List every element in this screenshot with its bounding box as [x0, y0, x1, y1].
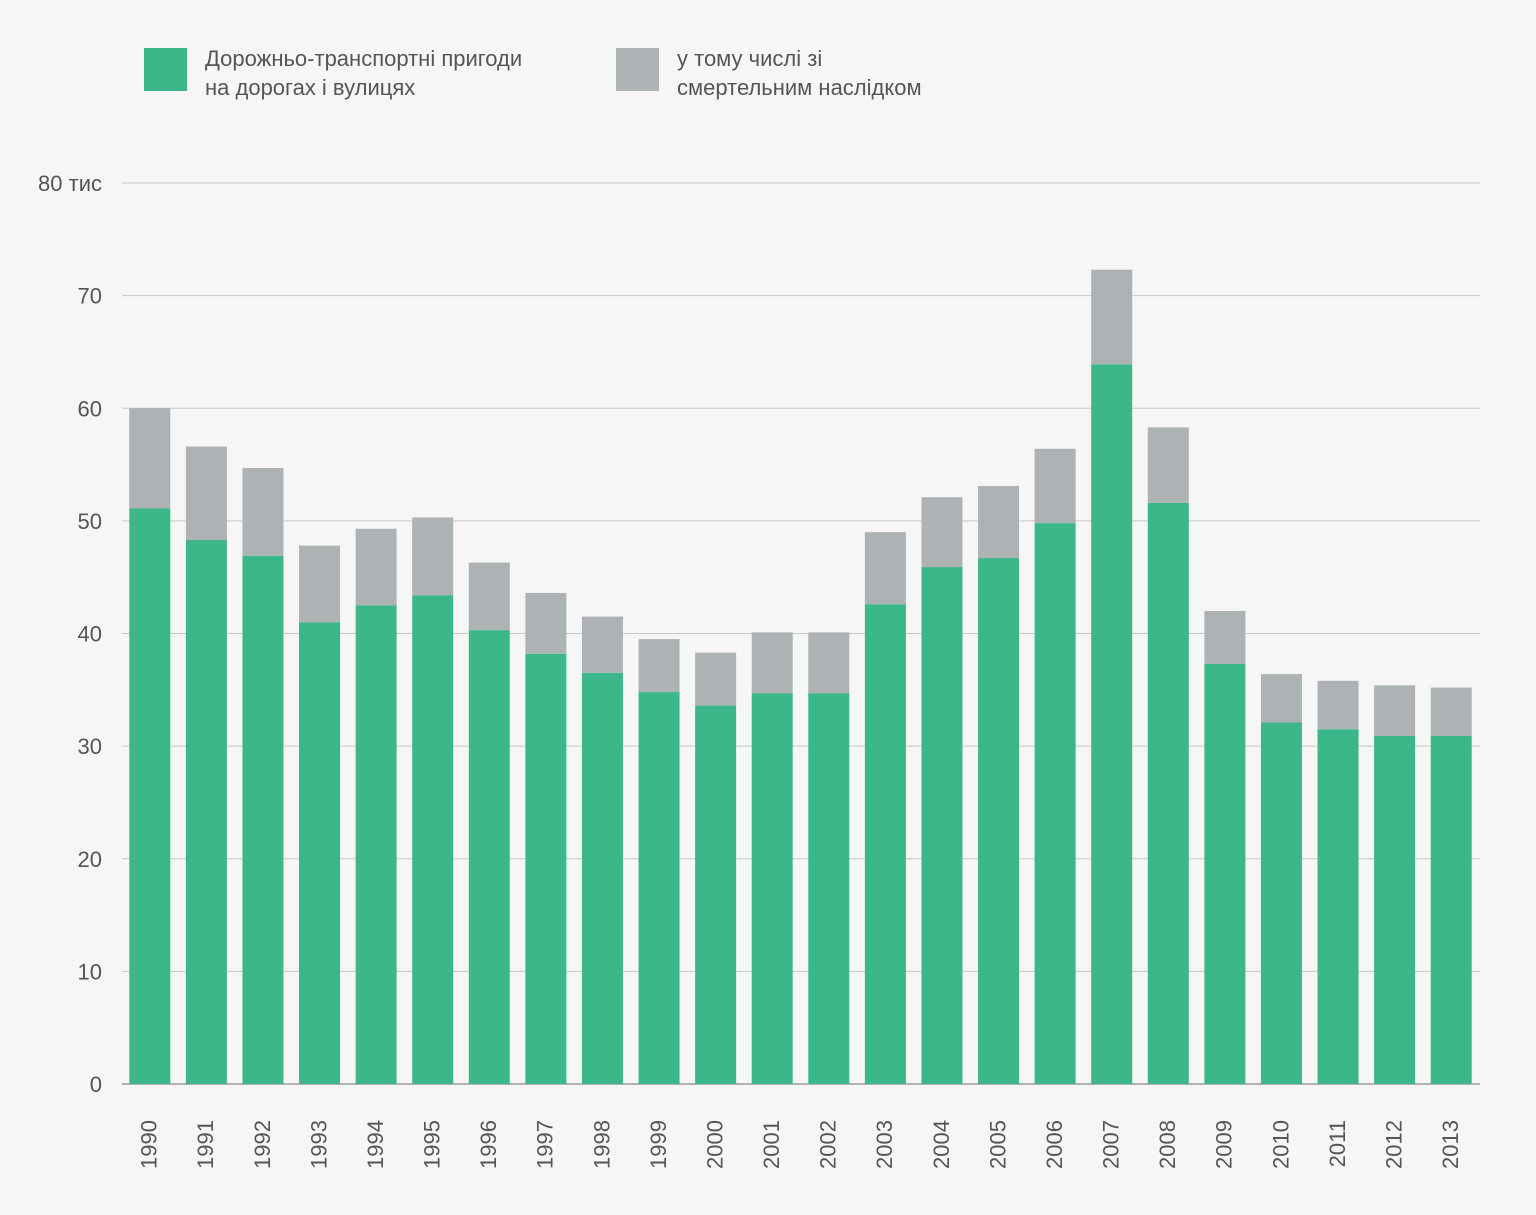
bar-accidents: [1034, 523, 1076, 1084]
y-tick-label: 20: [78, 847, 102, 872]
y-tick-label: 80 тис: [38, 171, 102, 196]
x-tick-label: 2013: [1438, 1120, 1463, 1169]
bar-accidents: [242, 555, 284, 1084]
x-tick-label: 2009: [1212, 1120, 1237, 1169]
bar-fatal: [695, 652, 737, 706]
bar-accidents: [1374, 735, 1416, 1084]
x-tick-label: 2003: [872, 1120, 897, 1169]
bar-fatal: [1034, 448, 1076, 524]
bar-fatal: [751, 632, 793, 694]
bar-fatal: [581, 616, 623, 673]
y-tick-label: 10: [78, 959, 102, 984]
bar-fatal: [978, 485, 1020, 559]
bar-accidents: [581, 672, 623, 1084]
bar-fatal: [921, 497, 963, 568]
legend-label-accidents: Дорожньо-транспортні пригоди на дорогах …: [205, 46, 523, 100]
x-tick-label: 2010: [1268, 1120, 1293, 1169]
bar-fatal: [1430, 687, 1472, 736]
x-tick-label: 1996: [476, 1120, 501, 1169]
bar-accidents: [412, 595, 454, 1084]
legend: Дорожньо-транспортні пригоди на дорогах …: [0, 44, 1536, 114]
legend-swatch-gray: [616, 48, 659, 91]
x-tick-label: 1995: [420, 1120, 445, 1169]
bar-fatal: [1091, 269, 1133, 365]
bar-fatal: [129, 408, 171, 509]
x-tick-label: 2012: [1381, 1120, 1406, 1169]
bar-accidents: [1204, 663, 1246, 1084]
x-tick-label: 2000: [702, 1120, 727, 1169]
y-tick-label: 40: [78, 622, 102, 647]
x-tick-label: 2005: [985, 1120, 1010, 1169]
bar-accidents: [299, 622, 341, 1084]
bar-accidents: [1317, 729, 1359, 1084]
bar-fatal: [1147, 427, 1189, 503]
bar-fatal: [355, 528, 397, 606]
bar-accidents: [921, 567, 963, 1084]
bar-accidents: [185, 540, 227, 1084]
legend-label-fatal: у тому числі зі смертельним наслідком: [677, 46, 922, 100]
bar-fatal: [468, 562, 510, 631]
x-tick-label: 1991: [193, 1120, 218, 1169]
bar-fatal: [525, 592, 567, 654]
bar-fatal: [1374, 685, 1416, 736]
legend-item-accidents: Дорожньо-транспортні пригоди на дорогах …: [144, 44, 522, 102]
bar-fatal: [412, 517, 454, 596]
bar-fatal: [185, 446, 227, 541]
bar-accidents: [355, 605, 397, 1084]
x-tick-label: 2002: [816, 1120, 841, 1169]
y-tick-label: 50: [78, 509, 102, 534]
bar-accidents: [864, 604, 906, 1084]
bar-accidents: [525, 653, 567, 1084]
bar-accidents: [129, 508, 171, 1085]
y-tick-label: 0: [90, 1072, 102, 1097]
bar-accidents: [751, 693, 793, 1084]
y-tick-label: 70: [78, 284, 102, 309]
bar-accidents: [468, 630, 510, 1084]
bar-fatal: [299, 545, 341, 623]
x-tick-label: 1993: [306, 1120, 331, 1169]
bar-accidents: [808, 693, 850, 1084]
x-tick-label: 2004: [929, 1120, 954, 1169]
bar-accidents: [1147, 502, 1189, 1085]
bar-fatal: [638, 639, 680, 693]
x-tick-label: 2001: [759, 1120, 784, 1169]
bar-fatal: [1204, 610, 1246, 664]
bar-accidents: [1091, 364, 1133, 1084]
x-tick-label: 1999: [646, 1120, 671, 1169]
bar-accidents: [1430, 735, 1472, 1084]
bar-fatal: [1317, 680, 1359, 730]
x-tick-label: 1994: [363, 1120, 388, 1169]
bar-accidents: [1260, 722, 1302, 1084]
y-tick-label: 30: [78, 734, 102, 759]
bar-fatal: [242, 467, 284, 556]
x-tick-label: 1997: [533, 1120, 558, 1169]
y-tick-label: 60: [78, 396, 102, 421]
x-tick-label: 2006: [1042, 1120, 1067, 1169]
x-tick-label: 1990: [137, 1120, 162, 1169]
legend-swatch-green: [144, 48, 187, 91]
bar-fatal: [864, 532, 906, 605]
x-tick-label: 1992: [250, 1120, 275, 1169]
x-tick-label: 2011: [1325, 1120, 1350, 1167]
x-tick-label: 2007: [1099, 1120, 1124, 1169]
x-tick-label: 2008: [1155, 1120, 1180, 1169]
bar-fatal: [1260, 674, 1302, 723]
legend-item-fatal: у тому числі зі смертельним наслідком: [616, 44, 922, 102]
bar-accidents: [978, 558, 1020, 1084]
bar-accidents: [695, 705, 737, 1084]
bar-accidents: [638, 692, 680, 1084]
bar-fatal: [808, 632, 850, 694]
x-tick-label: 1998: [589, 1120, 614, 1169]
